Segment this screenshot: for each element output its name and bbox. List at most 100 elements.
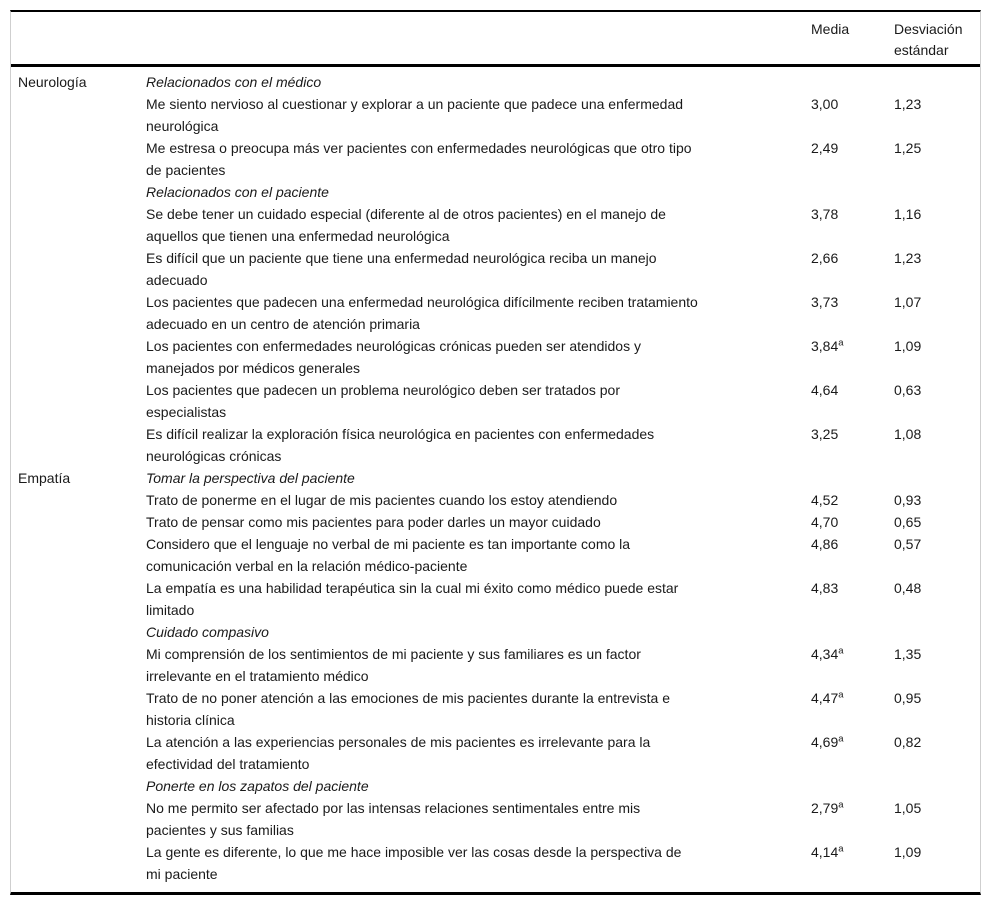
table-header: Media Desviación estándar	[11, 12, 980, 67]
section-label	[11, 797, 146, 841]
table-row: Se debe tener un cuidado especial (difer…	[11, 203, 980, 247]
table-row: Trato de ponerme en el lugar de mis paci…	[11, 489, 980, 511]
item-text: La atención a las experiencias personale…	[146, 734, 651, 772]
sd-value: 0,95	[894, 690, 922, 706]
section-label	[11, 291, 146, 335]
significance-superscript: a	[838, 337, 844, 349]
sd-value: 0,93	[894, 492, 922, 508]
subsection-row: Relacionados con el paciente	[11, 181, 980, 203]
header-sd: Desviación estándar	[894, 21, 963, 58]
significance-superscript: a	[838, 799, 844, 811]
item-text: Se debe tener un cuidado especial (difer…	[146, 206, 666, 244]
item-text: Los pacientes con enfermedades neurológi…	[146, 338, 641, 376]
section-label	[11, 775, 146, 797]
item-text: Es difícil que un paciente que tiene una…	[146, 250, 657, 288]
item-text: Trato de no poner atención a las emocion…	[146, 690, 671, 728]
media-value	[811, 467, 894, 489]
table-row: Los pacientes que padecen un problema ne…	[11, 379, 980, 423]
item-text: Los pacientes que padecen un problema ne…	[146, 382, 620, 420]
subsection-title: Relacionados con el médico	[146, 74, 322, 90]
table-row: Es difícil realizar la exploración físic…	[11, 423, 980, 467]
header-media: Media	[811, 21, 850, 37]
section-label	[11, 643, 146, 687]
results-table: Media Desviación estándar Neurología Rela…	[10, 10, 981, 895]
subsection-row: Empatía Tomar la perspectiva del paciente	[11, 467, 980, 489]
table-row: Los pacientes con enfermedades neurológi…	[11, 335, 980, 379]
media-value: 4,64	[811, 382, 839, 398]
item-text: La gente es diferente, lo que me hace im…	[146, 844, 682, 882]
media-value: 4,52	[811, 492, 839, 508]
sd-value: 1,23	[894, 250, 922, 266]
sd-value: 1,25	[894, 140, 922, 156]
section-label	[11, 335, 146, 379]
section-label	[11, 137, 146, 181]
table-row: Me siento nervioso al cuestionar y explo…	[11, 93, 980, 137]
item-text: Trato de pensar como mis pacientes para …	[146, 514, 601, 530]
subsection-row: Cuidado compasivo	[11, 621, 980, 643]
sd-value	[894, 181, 980, 203]
table-row: La gente es diferente, lo que me hace im…	[11, 841, 980, 885]
sd-value: 0,57	[894, 536, 922, 552]
table-row: Los pacientes que padecen una enfermedad…	[11, 291, 980, 335]
sd-value: 0,48	[894, 580, 922, 596]
significance-superscript: a	[838, 689, 844, 701]
sd-value: 0,82	[894, 734, 922, 750]
section-label	[11, 489, 146, 511]
item-text: Mi comprensión de los sentimientos de mi…	[146, 646, 641, 684]
media-value: 4,83	[811, 580, 839, 596]
section-label: Neurología	[18, 74, 87, 90]
sd-value: 1,16	[894, 206, 922, 222]
section-label	[11, 577, 146, 621]
item-text: Trato de ponerme en el lugar de mis paci…	[146, 492, 618, 508]
media-value: 4,47a	[811, 689, 844, 706]
sd-value: 0,63	[894, 382, 922, 398]
sd-value: 1,07	[894, 294, 922, 310]
section-label	[11, 533, 146, 577]
section-label	[11, 247, 146, 291]
subsection-title: Tomar la perspectiva del paciente	[146, 470, 355, 486]
table-row: Trato de no poner atención a las emocion…	[11, 687, 980, 731]
media-value: 4,70	[811, 514, 839, 530]
sd-value: 0,65	[894, 514, 922, 530]
sd-value	[894, 621, 980, 643]
media-value: 2,49	[811, 140, 839, 156]
section-label	[11, 621, 146, 643]
item-text: Los pacientes que padecen una enfermedad…	[146, 294, 698, 332]
sd-value	[894, 71, 980, 93]
item-text: Considero que el lenguaje no verbal de m…	[146, 536, 631, 574]
subsection-row: Ponerte en los zapatos del paciente	[11, 775, 980, 797]
table-row: Me estresa o preocupa más ver pacientes …	[11, 137, 980, 181]
table-row: La empatía es una habilidad terapéutica …	[11, 577, 980, 621]
sd-value: 1,05	[894, 800, 922, 816]
sd-value: 1,08	[894, 426, 922, 442]
item-text: Me estresa o preocupa más ver pacientes …	[146, 140, 692, 178]
media-value	[811, 621, 894, 643]
media-value: 4,86	[811, 536, 839, 552]
sd-value: 1,35	[894, 646, 922, 662]
significance-superscript: a	[838, 645, 844, 657]
media-value: 2,66	[811, 250, 839, 266]
header-spacer-category	[11, 19, 146, 61]
item-text: La empatía es una habilidad terapéutica …	[146, 580, 679, 618]
section-label	[11, 687, 146, 731]
significance-superscript: a	[838, 843, 844, 855]
media-value: 3,25	[811, 426, 839, 442]
media-value: 3,00	[811, 96, 839, 112]
sd-value: 1,09	[894, 844, 922, 860]
table-row: No me permito ser afectado por las inten…	[11, 797, 980, 841]
media-value: 3,84a	[811, 337, 844, 354]
section-label	[11, 511, 146, 533]
section-label	[11, 841, 146, 885]
table-row: La atención a las experiencias personale…	[11, 731, 980, 775]
subsection-title: Ponerte en los zapatos del paciente	[146, 778, 369, 794]
media-value: 2,79a	[811, 799, 844, 816]
subsection-row: Neurología Relacionados con el médico	[11, 71, 980, 93]
sd-value: 1,23	[894, 96, 922, 112]
section-label	[11, 181, 146, 203]
media-value: 4,69a	[811, 733, 844, 750]
media-value	[811, 775, 894, 797]
sd-value	[894, 775, 980, 797]
header-spacer-item	[146, 19, 811, 61]
sd-value: 1,09	[894, 338, 922, 354]
